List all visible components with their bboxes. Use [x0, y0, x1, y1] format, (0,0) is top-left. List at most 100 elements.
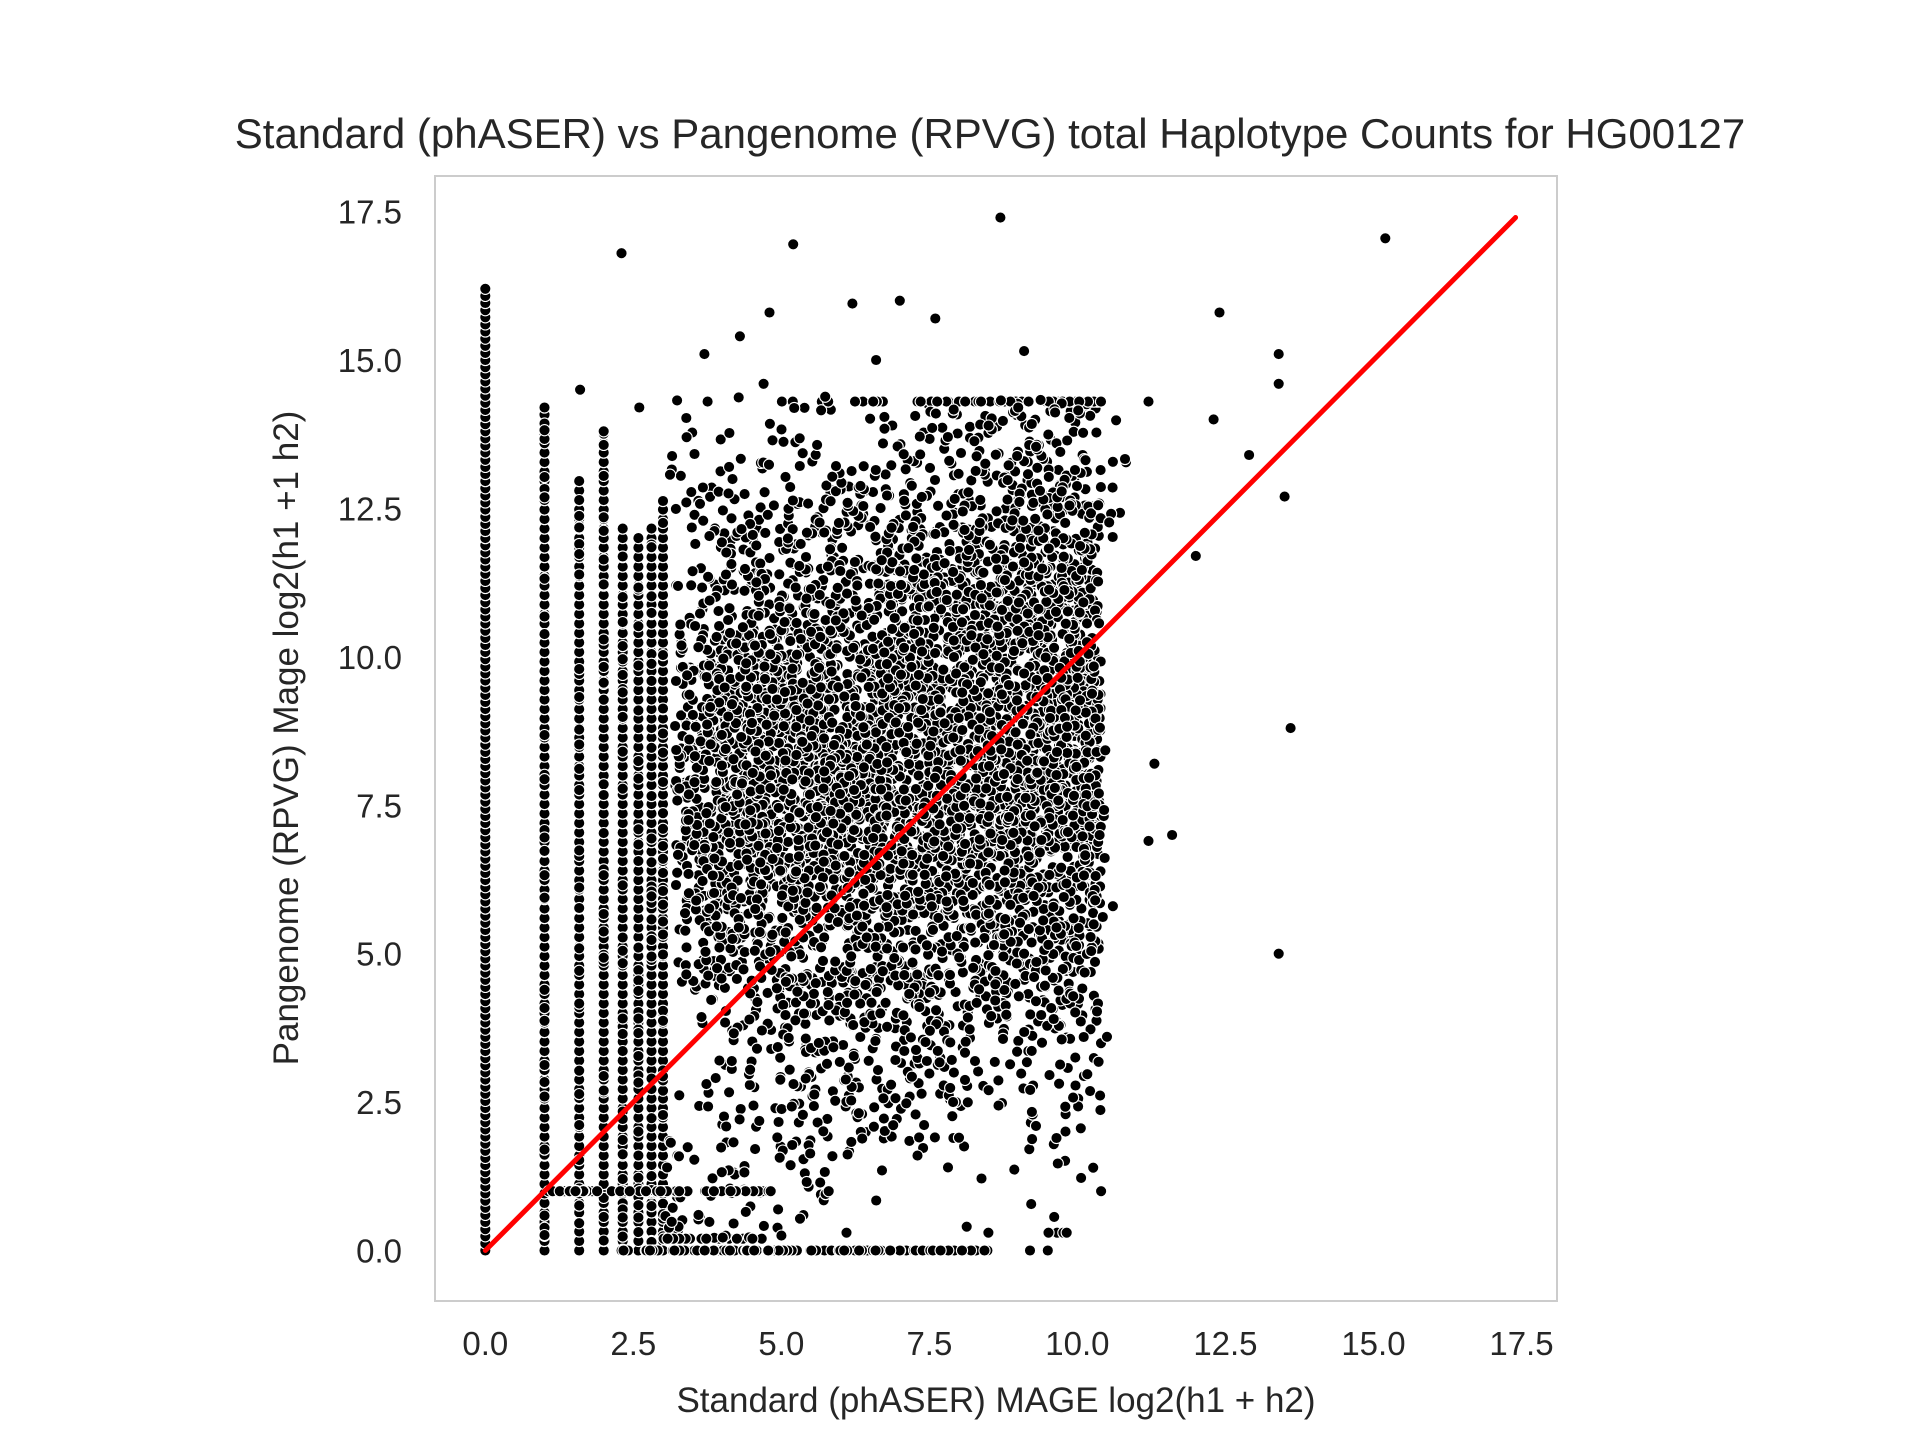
data-point	[1081, 1068, 1094, 1081]
data-point	[1053, 1058, 1067, 1071]
data-point	[645, 1199, 658, 1213]
data-point	[956, 966, 970, 979]
data-point	[632, 823, 645, 836]
data-point	[656, 915, 670, 928]
data-point	[597, 633, 610, 646]
data-point	[538, 627, 551, 641]
data-point	[616, 1012, 629, 1025]
data-point	[632, 1076, 645, 1089]
data-point	[656, 702, 670, 715]
data-point	[616, 1044, 629, 1058]
data-point	[734, 452, 747, 465]
data-point	[538, 1143, 551, 1156]
data-point	[931, 395, 944, 408]
data-point	[597, 578, 610, 591]
data-point	[645, 657, 658, 670]
data-point	[943, 454, 956, 467]
data-point	[538, 728, 551, 742]
data-point	[1055, 1033, 1068, 1046]
data-point	[573, 844, 586, 857]
data-point	[573, 662, 586, 676]
data-point	[996, 1032, 1010, 1046]
data-point	[971, 1065, 985, 1078]
data-point	[645, 606, 658, 620]
data-point	[538, 869, 551, 882]
data-point	[1057, 550, 1070, 563]
data-point	[695, 581, 709, 594]
data-point	[845, 464, 858, 478]
data-point	[863, 412, 877, 425]
data-point	[645, 913, 658, 926]
data-point	[793, 459, 806, 473]
data-point	[656, 822, 670, 835]
data-point	[956, 603, 970, 616]
data-point	[1035, 1036, 1049, 1049]
data-point	[573, 1118, 586, 1132]
data-point	[1074, 1171, 1088, 1185]
data-point	[966, 876, 979, 890]
data-point	[1052, 1077, 1066, 1090]
data-point	[597, 511, 610, 524]
data-point	[538, 424, 551, 437]
data-point	[616, 686, 629, 699]
data-point	[632, 704, 645, 717]
data-point	[597, 660, 610, 674]
data-point	[656, 807, 670, 820]
data-point	[923, 1067, 936, 1080]
data-point	[632, 1211, 645, 1224]
data-point	[945, 1053, 958, 1067]
data-point	[725, 578, 739, 591]
data-point	[1024, 1008, 1037, 1021]
data-point	[573, 738, 586, 751]
data-point	[645, 522, 658, 535]
data-point	[835, 541, 849, 554]
data-point	[632, 620, 645, 633]
data-point	[616, 1027, 629, 1041]
data-point	[573, 537, 586, 551]
data-point	[573, 723, 586, 736]
data-point	[632, 1026, 645, 1040]
data-point	[573, 783, 586, 797]
data-point	[597, 1084, 610, 1097]
data-point	[645, 1112, 658, 1125]
data-point	[538, 491, 551, 504]
data-point	[656, 884, 670, 898]
data-point	[671, 579, 685, 593]
data-point	[775, 395, 789, 408]
data-point	[906, 956, 919, 969]
data-point	[538, 1058, 551, 1072]
data-point	[632, 974, 645, 987]
data-point	[778, 615, 791, 629]
data-point	[573, 493, 586, 507]
data-point	[632, 1125, 645, 1138]
data-point	[538, 983, 551, 996]
data-point	[656, 775, 670, 789]
data-point	[656, 852, 670, 865]
data-point	[926, 421, 939, 435]
data-point	[597, 951, 610, 964]
data-point	[1020, 1056, 1034, 1069]
data-point	[697, 514, 710, 527]
data-point	[616, 653, 629, 666]
data-point	[645, 832, 658, 845]
data-point	[656, 1108, 670, 1122]
data-point	[538, 891, 551, 904]
data-point	[656, 494, 670, 508]
data-point	[669, 674, 683, 688]
data-point	[632, 659, 645, 672]
data-point	[573, 474, 586, 488]
data-point	[954, 446, 968, 460]
data-point	[1015, 1067, 1028, 1080]
data-point	[616, 710, 629, 724]
data-point	[656, 746, 670, 759]
data-point	[597, 524, 610, 537]
data-point	[538, 572, 551, 585]
data-point	[597, 788, 610, 802]
data-point	[917, 1118, 931, 1132]
data-point	[712, 604, 725, 618]
data-point	[616, 1133, 629, 1147]
data-point	[632, 581, 645, 594]
data-point	[573, 1064, 586, 1077]
